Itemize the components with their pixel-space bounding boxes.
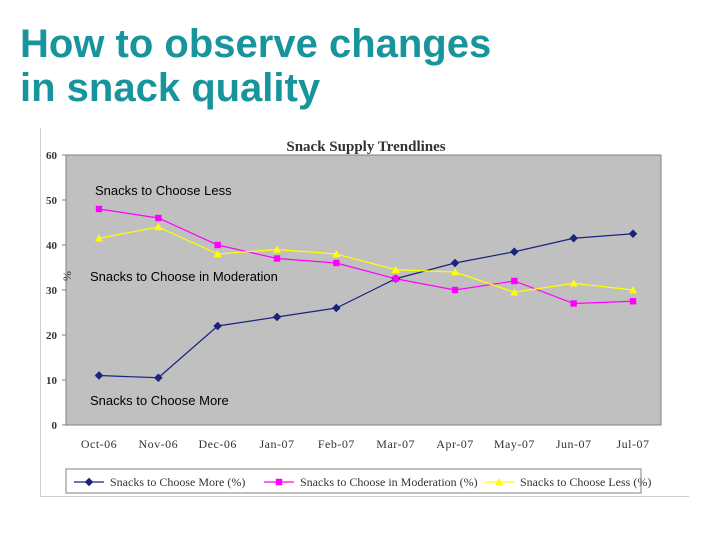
series-line-1 <box>98 233 634 379</box>
series-1-point <box>94 371 104 380</box>
series-3-point <box>213 250 222 258</box>
series-3-point <box>451 268 459 276</box>
x-tick-label: Apr-07 <box>436 437 473 451</box>
annotation-choose-moderation: Snacks to Choose in Moderation <box>90 269 278 284</box>
series-2-point <box>214 241 221 249</box>
series-3-point <box>391 265 400 273</box>
chart-title: Snack Supply Trendlines <box>286 139 445 155</box>
series-line-3 <box>98 226 634 293</box>
legend-marker-2 <box>275 478 283 486</box>
annotation-choose-less: Snacks to Choose Less <box>95 183 232 198</box>
x-tick-label: Mar-07 <box>376 437 415 451</box>
series-2-point <box>333 259 340 267</box>
series-1-point <box>510 247 519 257</box>
legend-box <box>65 468 642 494</box>
series-lines <box>98 208 634 379</box>
y-tick-label: 10 <box>46 375 58 387</box>
series-3-point <box>273 245 281 253</box>
legend-label-1: Snacks to Choose More (%) <box>110 475 245 489</box>
series-markers <box>94 205 638 383</box>
series-2-point <box>629 298 637 305</box>
plot-area <box>65 154 662 426</box>
x-tick-label: Jun-07 <box>556 437 592 451</box>
series-3-point <box>95 234 103 242</box>
series-2-point <box>451 286 459 294</box>
y-tick-label: 20 <box>46 330 58 342</box>
series-3-point <box>569 279 578 287</box>
chart-frame <box>40 128 689 497</box>
series-2-point <box>95 205 103 213</box>
series-2-point <box>273 255 281 262</box>
series-1-point <box>450 258 460 268</box>
annotation-choose-more: Snacks to Choose More <box>90 393 229 408</box>
y-tick-label: 30 <box>46 285 58 297</box>
series-1-point <box>332 303 341 313</box>
x-tick-label: Dec-06 <box>199 437 237 451</box>
y-axis-ticks: 0 10 20 30 40 50 60 <box>46 150 66 432</box>
y-axis-label: % <box>60 271 74 281</box>
x-axis-ticks: Oct-06 Nov-06 Dec-06 Jan-07 Feb-07 Mar-07 Apr-… <box>81 437 650 451</box>
series-3-point <box>154 223 163 231</box>
legend-marker-1 <box>84 477 94 487</box>
series-2-point <box>570 300 577 307</box>
slide-title-line-2: in snack quality <box>20 66 321 110</box>
series-1-point <box>154 373 163 383</box>
legend-label-2: Snacks to Choose in Moderation (%) <box>300 475 478 489</box>
y-tick-label: 50 <box>46 195 58 207</box>
legend: Snacks to Choose More (%) Snacks to Choos… <box>74 475 651 489</box>
legend-label-3: Snacks to Choose Less (%) <box>520 475 651 489</box>
series-1-point <box>272 312 282 322</box>
slide-title-line-1: How to observe changes <box>20 22 492 66</box>
y-tick-label: 60 <box>46 150 58 162</box>
series-2-point <box>392 275 399 282</box>
x-tick-label: Nov-06 <box>138 437 178 451</box>
legend-marker-3 <box>495 478 503 486</box>
x-tick-label: Jul-07 <box>617 437 650 451</box>
series-line-2 <box>98 208 634 305</box>
series-1-point <box>213 321 222 331</box>
y-tick-label: 0 <box>52 420 58 432</box>
x-tick-label: Jan-07 <box>260 437 295 451</box>
slide-title: How to observe changes in snack quality <box>20 22 700 110</box>
x-tick-label: Feb-07 <box>318 437 355 451</box>
series-1-point <box>628 229 638 239</box>
y-tick-label: 40 <box>46 240 58 252</box>
series-3-point <box>332 250 341 258</box>
series-2-point <box>155 214 162 222</box>
x-tick-label: Oct-06 <box>81 437 117 451</box>
series-2-point <box>511 277 518 285</box>
series-3-point <box>629 286 637 294</box>
x-tick-label: May-07 <box>494 437 535 451</box>
series-1-point <box>569 233 578 243</box>
series-3-point <box>510 288 519 296</box>
